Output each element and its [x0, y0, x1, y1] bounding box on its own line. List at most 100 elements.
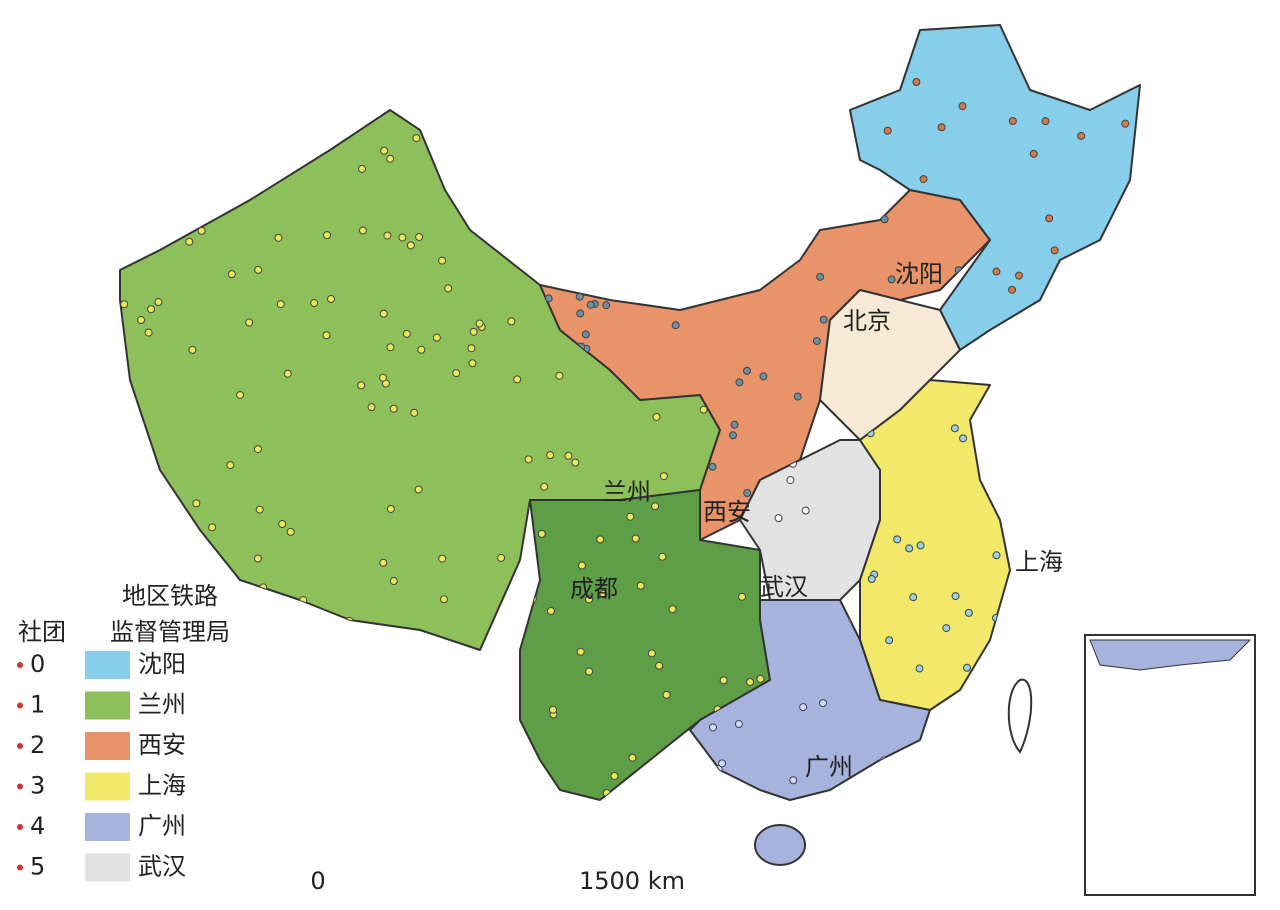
station [919, 175, 928, 184]
station [167, 219, 176, 228]
station [167, 194, 176, 203]
station [367, 403, 376, 412]
station [704, 772, 713, 781]
station [443, 640, 452, 649]
station [628, 753, 637, 762]
station [872, 181, 881, 190]
legend-bullet [17, 743, 23, 749]
station [1086, 340, 1095, 349]
station [1077, 131, 1086, 140]
station [707, 217, 716, 226]
station [221, 133, 230, 142]
station [885, 636, 894, 645]
station [656, 162, 665, 171]
station [192, 499, 201, 508]
legend-title: 地区铁路 [122, 582, 218, 610]
station [585, 667, 594, 676]
station [497, 553, 506, 562]
station [507, 317, 516, 326]
station [626, 512, 635, 521]
station [1002, 380, 1010, 386]
station [253, 445, 262, 454]
station [1080, 264, 1089, 273]
station [887, 275, 896, 284]
region-shenyang [849, 24, 1141, 351]
region-wuhan [739, 439, 881, 601]
station [389, 404, 398, 413]
station [659, 472, 668, 481]
legend-bureau: 广州 [138, 812, 186, 840]
station [812, 337, 821, 346]
station [519, 257, 528, 266]
station [905, 544, 914, 553]
station [962, 663, 971, 672]
station [611, 190, 620, 196]
station [406, 241, 415, 250]
station [358, 226, 367, 235]
station [314, 120, 323, 129]
station [144, 328, 153, 337]
station [415, 232, 424, 241]
station [1050, 25, 1059, 34]
station [226, 461, 235, 470]
station [444, 284, 453, 293]
station [561, 275, 570, 284]
station [708, 462, 717, 471]
station [577, 561, 586, 570]
station [276, 622, 285, 631]
city-label: 武汉 [760, 573, 808, 601]
station [610, 771, 619, 780]
station [1035, 25, 1044, 32]
station [728, 431, 737, 440]
legend-community: 3 [30, 772, 45, 800]
station [214, 110, 223, 115]
station [757, 218, 766, 227]
station [561, 177, 570, 186]
station [432, 333, 441, 342]
station [576, 647, 585, 656]
station [555, 371, 564, 380]
station [438, 554, 447, 563]
station [663, 785, 672, 794]
station [689, 281, 698, 290]
station [152, 506, 161, 515]
legend-bureau: 上海 [138, 772, 186, 800]
station [130, 189, 139, 198]
station [596, 535, 605, 544]
station [217, 126, 226, 135]
station [814, 220, 823, 229]
city-label: 广州 [805, 753, 853, 781]
legend-community: 0 [30, 650, 45, 678]
legend-swatch [85, 772, 130, 801]
station [893, 535, 902, 544]
station [668, 605, 677, 614]
station [576, 309, 585, 318]
inset-coast [1089, 639, 1252, 671]
station [799, 703, 808, 712]
station [662, 690, 671, 699]
station [909, 593, 918, 602]
station [398, 233, 407, 242]
station [738, 592, 747, 601]
station [724, 264, 733, 273]
station [1121, 25, 1130, 30]
station [391, 628, 400, 637]
legend-bureau: 兰州 [138, 691, 186, 719]
station [185, 237, 194, 246]
station [137, 316, 146, 325]
station [585, 595, 594, 604]
station [468, 359, 477, 368]
station [236, 390, 245, 399]
station [812, 208, 821, 217]
station [942, 624, 951, 633]
station [542, 271, 551, 280]
station [719, 676, 728, 685]
station [1023, 59, 1032, 68]
station [742, 190, 751, 196]
station [658, 552, 667, 561]
legend-bullet [17, 864, 23, 871]
station [734, 720, 743, 729]
station [746, 677, 755, 686]
taiwan [1007, 678, 1033, 754]
inset-map [1084, 634, 1256, 896]
